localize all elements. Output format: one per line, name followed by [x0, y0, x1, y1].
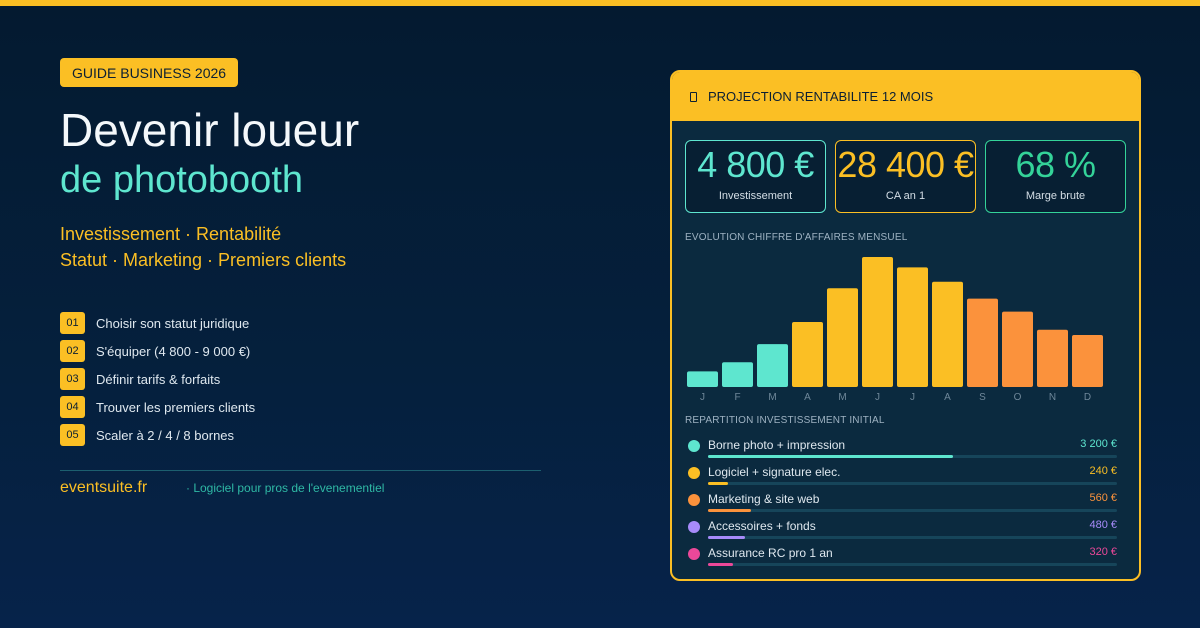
kpi-card-margin: 68 % Marge brute — [985, 140, 1126, 213]
investment-label: Assurance RC pro 1 an — [708, 546, 833, 560]
bar-5 — [827, 288, 858, 387]
top-accent-bar — [0, 0, 1200, 6]
step-label: Scaler à 2 / 4 / 8 bornes — [96, 427, 235, 443]
kpi-label: Investissement — [718, 190, 793, 202]
legend-dot-icon — [688, 494, 700, 506]
steps-list: 01 Choisir son statut juridique 02 S'équ… — [60, 309, 550, 449]
brand-tagline: · Logiciel pour pros de l'evenementiel — [186, 481, 385, 495]
kpi-row: 4 800 € Investissement 28 400 € CA an 1 … — [685, 140, 1126, 213]
investment-bar-fill — [708, 482, 729, 485]
kpi-card-investment: 4 800 € Investissement — [685, 140, 826, 213]
panel-title: PROJECTION RENTABILITE 12 MOIS — [708, 89, 934, 104]
investment-label: Accessoires + fonds — [708, 519, 816, 533]
kpi-value: 28 400 € — [837, 144, 974, 185]
investment-value: 480 € — [1089, 519, 1117, 531]
guide-badge: GUIDE BUSINESS 2026 — [60, 58, 239, 87]
bar-7 — [897, 267, 928, 387]
investment-label: Borne photo + impression — [708, 438, 846, 452]
investment-label: Logiciel + signature elec. — [708, 465, 841, 479]
document-icon — [690, 91, 697, 102]
step-number: 02 — [60, 340, 85, 362]
step-number: 04 — [60, 396, 85, 418]
step-number: 05 — [60, 424, 85, 446]
month-label: D — [1084, 392, 1091, 402]
step-item: 05 Scaler à 2 / 4 / 8 bornes — [60, 421, 550, 449]
subtitle-line-1: Investissement · Rentabilité — [60, 224, 282, 244]
investment-row: Accessoires + fonds 480 € — [687, 517, 1117, 544]
projection-panel: PROJECTION RENTABILITE 12 MOIS 4 800 € I… — [670, 70, 1141, 581]
investment-value: 3 200 € — [1080, 438, 1117, 450]
investment-value: 320 € — [1089, 546, 1117, 558]
investment-bar-track — [708, 455, 1117, 458]
month-label: J — [700, 392, 705, 402]
month-label: M — [838, 392, 846, 402]
legend-dot-icon — [688, 440, 700, 452]
intro-column: GUIDE BUSINESS 2026 Devenir loueur de ph… — [60, 58, 550, 449]
bar-6 — [862, 257, 893, 387]
investment-row: Assurance RC pro 1 an 320 € — [687, 544, 1117, 571]
investment-title: REPARTITION INVESTISSEMENT INITIAL — [685, 415, 885, 426]
bar-2 — [722, 362, 753, 387]
chart-title: EVOLUTION CHIFFRE D'AFFAIRES MENSUEL — [685, 232, 908, 243]
investment-value: 240 € — [1089, 465, 1117, 477]
investment-label: Marketing & site web — [708, 492, 820, 506]
headline: Devenir loueur — [60, 104, 360, 156]
subtitle: Investissement · Rentabilité Statut · Ma… — [60, 221, 550, 273]
investment-bar-fill — [708, 455, 954, 458]
investment-bar-track — [708, 536, 1117, 539]
month-label: F — [734, 392, 740, 402]
legend-dot-icon — [688, 548, 700, 560]
investment-row: Logiciel + signature elec. 240 € — [687, 463, 1117, 490]
bar-11 — [1037, 329, 1068, 387]
bar-8 — [932, 281, 963, 387]
investment-bar-fill — [708, 509, 751, 512]
step-number: 03 — [60, 368, 85, 390]
bar-4 — [792, 322, 823, 387]
step-label: Trouver les premiers clients — [96, 399, 256, 415]
kpi-value: 68 % — [1015, 144, 1096, 185]
step-item: 03 Définir tarifs & forfaits — [60, 365, 550, 393]
investment-row: Borne photo + impression 3 200 € — [687, 436, 1117, 463]
step-label: Définir tarifs & forfaits — [96, 371, 221, 387]
month-label: N — [1049, 392, 1056, 402]
panel-header: PROJECTION RENTABILITE 12 MOIS — [672, 72, 1139, 121]
headline-accent: de photobooth — [60, 159, 304, 201]
investment-bar-track — [708, 509, 1117, 512]
kpi-label: CA an 1 — [885, 190, 926, 202]
subtitle-line-2: Statut · Marketing · Premiers clients — [60, 250, 347, 270]
brand-link[interactable]: eventsuite.fr — [60, 479, 148, 496]
month-label: M — [768, 392, 776, 402]
legend-dot-icon — [688, 467, 700, 479]
investment-row: Marketing & site web 560 € — [687, 490, 1117, 517]
month-label: J — [910, 392, 915, 402]
footer-divider — [60, 470, 541, 471]
bar-1 — [687, 371, 718, 387]
investment-bar-fill — [708, 563, 733, 566]
bar-10 — [1002, 311, 1033, 387]
bar-9 — [967, 298, 998, 387]
kpi-label: Marge brute — [1025, 190, 1086, 202]
month-label: A — [944, 392, 951, 402]
investment-bar-fill — [708, 536, 745, 539]
legend-dot-icon — [688, 521, 700, 533]
kpi-value: 4 800 € — [697, 144, 814, 185]
step-label: Choisir son statut juridique — [96, 315, 250, 331]
month-label: O — [1014, 392, 1022, 402]
investment-bar-track — [708, 563, 1117, 566]
investment-value: 560 € — [1089, 492, 1117, 504]
investment-bar-track — [708, 482, 1117, 485]
bar-3 — [757, 344, 788, 387]
month-label: S — [979, 392, 986, 402]
step-item: 02 S'équiper (4 800 - 9 000 €) — [60, 337, 550, 365]
kpi-card-revenue: 28 400 € CA an 1 — [835, 140, 976, 213]
step-number: 01 — [60, 312, 85, 334]
step-item: 04 Trouver les premiers clients — [60, 393, 550, 421]
step-label: S'équiper (4 800 - 9 000 €) — [96, 343, 251, 359]
month-label: A — [804, 392, 811, 402]
month-label: J — [875, 392, 880, 402]
investment-list: Borne photo + impression 3 200 € Logiciel … — [687, 436, 1117, 571]
step-item: 01 Choisir son statut juridique — [60, 309, 550, 337]
bar-12 — [1072, 335, 1103, 387]
